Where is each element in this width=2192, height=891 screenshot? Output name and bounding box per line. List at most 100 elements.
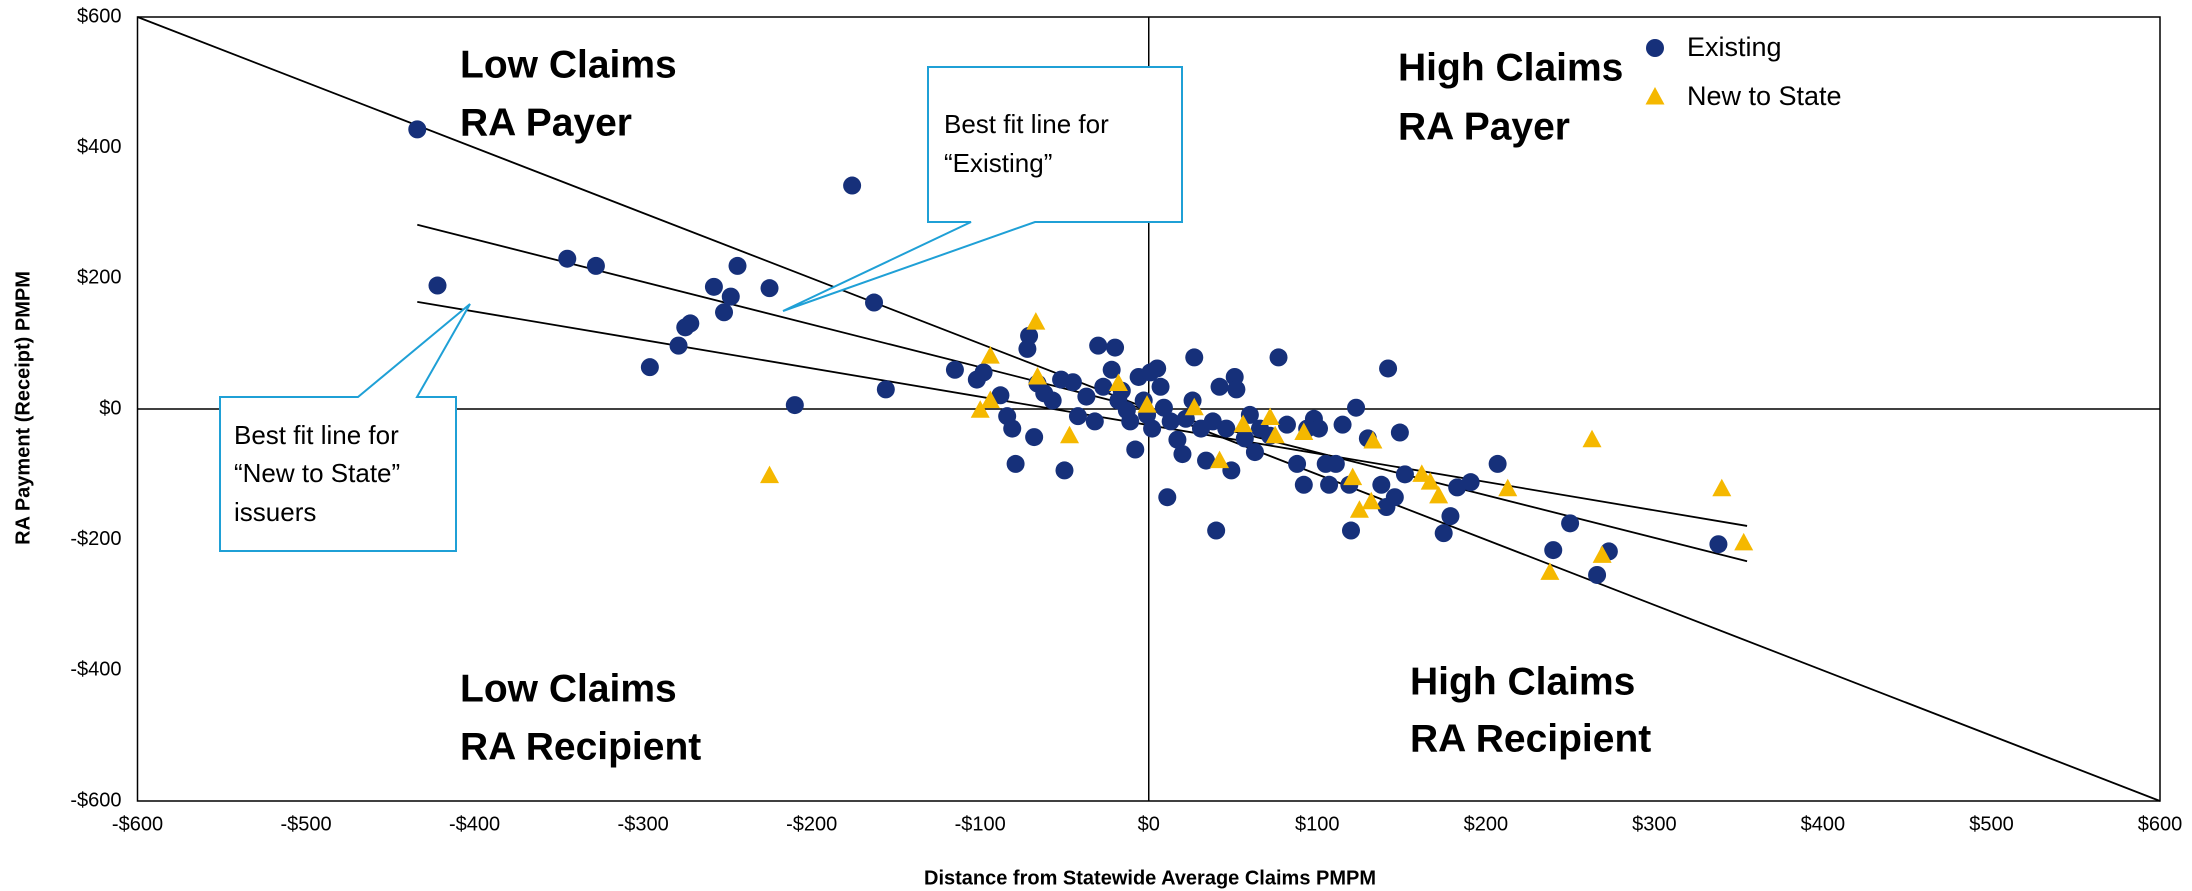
point xyxy=(1003,419,1022,438)
x-tick-label: -$500 xyxy=(280,813,331,835)
point xyxy=(1265,425,1285,444)
point xyxy=(1592,545,1612,563)
point xyxy=(1210,450,1230,469)
x-tick-label: -$600 xyxy=(112,813,163,835)
point xyxy=(1734,532,1754,551)
point xyxy=(1217,419,1236,438)
point xyxy=(681,314,700,333)
point xyxy=(669,336,688,355)
point xyxy=(1126,440,1145,459)
point xyxy=(1173,445,1192,464)
legend-label: Existing xyxy=(1687,32,1782,62)
point xyxy=(1420,472,1440,490)
quadrant-label: RA Recipient xyxy=(1410,717,1651,760)
point xyxy=(1320,475,1339,494)
point xyxy=(1245,443,1264,462)
point xyxy=(1390,423,1409,442)
point xyxy=(1207,521,1226,540)
quadrant-label: High Claims xyxy=(1398,46,1623,89)
point xyxy=(1709,535,1728,554)
point xyxy=(1412,464,1432,482)
point xyxy=(1121,412,1140,431)
point xyxy=(715,303,734,322)
x-tick-label: $0 xyxy=(1138,813,1160,835)
y-tick-label: $600 xyxy=(77,5,122,27)
point xyxy=(1333,415,1352,434)
x-tick-label: $600 xyxy=(2138,813,2183,835)
point xyxy=(1343,467,1363,486)
point xyxy=(728,256,747,275)
point xyxy=(1184,397,1204,416)
point xyxy=(1294,422,1314,441)
point xyxy=(865,293,884,312)
point xyxy=(785,396,804,415)
point xyxy=(1137,395,1157,413)
point xyxy=(586,256,605,275)
y-tick-label: -$400 xyxy=(70,659,121,681)
point xyxy=(1106,338,1125,357)
point xyxy=(1108,373,1128,392)
point xyxy=(1060,425,1080,444)
point xyxy=(1361,491,1381,510)
point xyxy=(1026,312,1046,330)
point xyxy=(1028,366,1048,385)
point xyxy=(1020,326,1039,345)
point xyxy=(1342,521,1360,540)
quadrant-label: Low Claims xyxy=(460,43,677,86)
point xyxy=(1385,488,1404,507)
point xyxy=(1309,419,1328,438)
point xyxy=(1025,428,1044,447)
point xyxy=(1043,391,1062,410)
point xyxy=(1349,500,1369,518)
point xyxy=(1372,475,1391,494)
point xyxy=(1488,454,1507,473)
point xyxy=(1434,524,1453,543)
callout-text: Best fit line for xyxy=(944,109,1109,139)
point xyxy=(1235,429,1254,448)
callout-text: Best fit line for xyxy=(234,420,399,450)
point xyxy=(558,249,577,268)
marks xyxy=(137,16,2161,802)
y-axis-title: RA Payment (Receipt) PMPM xyxy=(12,271,34,545)
point xyxy=(1089,336,1108,355)
point xyxy=(1158,488,1177,507)
quadrant-label: High Claims xyxy=(1410,660,1635,703)
y-tick-label: $400 xyxy=(77,136,122,158)
legend-label: New to State xyxy=(1687,81,1842,111)
legend-marker xyxy=(1645,87,1665,105)
point xyxy=(1233,414,1253,433)
point xyxy=(1143,419,1162,438)
callout-text: issuers xyxy=(234,497,316,527)
point xyxy=(1461,473,1480,492)
x-tick-label: -$100 xyxy=(955,813,1006,835)
x-tick-label: -$300 xyxy=(618,813,669,835)
point xyxy=(760,465,780,484)
point xyxy=(1077,387,1096,406)
callout-text: “Existing” xyxy=(944,148,1052,178)
x-tick-label: $400 xyxy=(1801,813,1846,835)
point xyxy=(1260,407,1280,425)
y-tick-label: $200 xyxy=(77,267,122,289)
point xyxy=(1102,360,1121,379)
quadrant-label: RA Payer xyxy=(1398,105,1570,148)
point xyxy=(721,287,740,306)
point xyxy=(1094,377,1113,396)
point xyxy=(1429,485,1449,504)
point xyxy=(1498,478,1518,497)
point xyxy=(1068,407,1087,426)
quadrant-label: RA Payer xyxy=(460,101,632,144)
point xyxy=(1326,454,1345,473)
point xyxy=(1561,514,1580,533)
point xyxy=(945,360,964,379)
point xyxy=(1185,348,1204,367)
x-tick-label: -$400 xyxy=(449,813,500,835)
point xyxy=(1154,398,1173,417)
point xyxy=(1055,461,1074,480)
point xyxy=(1269,348,1288,367)
x-tick-label: -$200 xyxy=(786,813,837,835)
y-tick-label: -$200 xyxy=(70,528,121,550)
point xyxy=(1347,398,1366,417)
point xyxy=(1441,507,1460,526)
point xyxy=(991,386,1010,405)
